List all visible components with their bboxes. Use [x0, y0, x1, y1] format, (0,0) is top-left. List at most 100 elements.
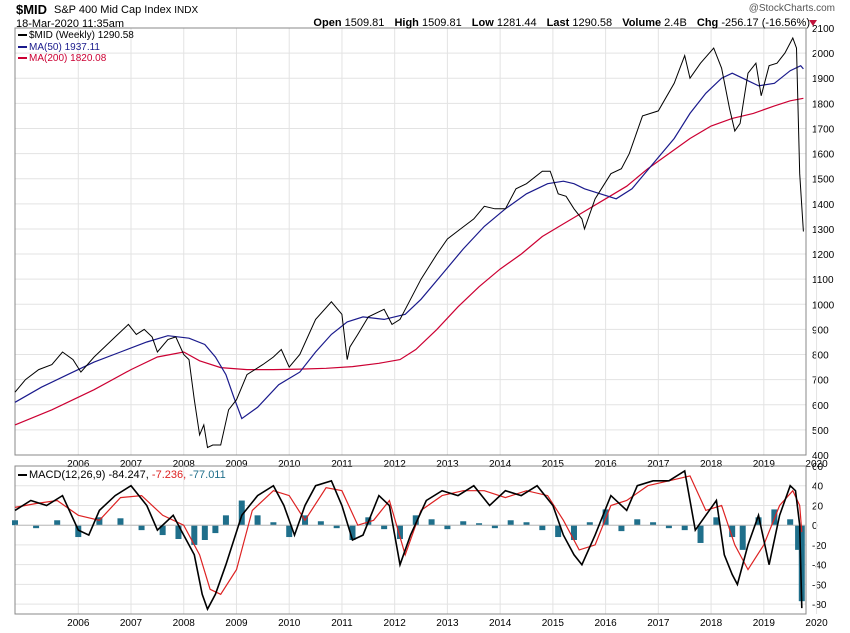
price-y-tick-label: 1200 [812, 250, 835, 261]
histogram-bar [381, 525, 388, 530]
macd-x-tick-label: 2009 [225, 618, 248, 629]
histogram-bar [729, 525, 736, 538]
histogram-bar [54, 520, 61, 526]
macd-x-tick-label: 2008 [173, 618, 196, 629]
open-label: Open [313, 17, 342, 29]
histogram-bar [317, 521, 324, 526]
price-line [14, 36, 804, 449]
price-y-tick-label: 1300 [812, 225, 835, 236]
price-x-tick-label: 2020 [805, 459, 828, 470]
macd-x-tick-label: 2020 [805, 618, 828, 629]
chg-label: Chg [696, 17, 719, 29]
legend-macd: MACD(12,26,9) -84.247, -7.236, -77.011 [18, 469, 226, 481]
price-y-tick-label: 1500 [812, 175, 835, 186]
histogram-bar [191, 525, 198, 545]
price-y-tick-label: 1600 [812, 150, 835, 161]
histogram-bar [222, 515, 229, 526]
legend-swatch-macd [18, 474, 27, 477]
macd-x-tick-label: 2018 [700, 618, 723, 629]
legend-ma50-label: MA(50) [29, 42, 62, 53]
price-x-tick-label: 2012 [384, 459, 407, 470]
price-y-tick-label: 900 [812, 325, 829, 336]
legend-macd-value: -84.247, [108, 469, 149, 481]
histogram-bar [539, 525, 546, 531]
low-value: 1281.44 [496, 17, 537, 29]
histogram-bar [798, 525, 805, 602]
histogram-bar [634, 519, 641, 526]
macd-x-tick-label: 2006 [67, 618, 90, 629]
histogram-bar [586, 522, 593, 526]
macd-y-tick-label: -20 [812, 541, 827, 552]
price-x-tick-label: 2010 [278, 459, 301, 470]
legend-ma200-value: 1820.08 [70, 53, 107, 64]
macd-frame [14, 465, 807, 615]
timestamp: 18-Mar-2020 11:35am [16, 18, 125, 30]
high-label: High [394, 17, 419, 29]
price-y-tick-label: 1100 [812, 275, 834, 286]
price-x-tick-label: 2017 [647, 459, 670, 470]
price-x-tick-label: 2019 [753, 459, 776, 470]
histogram-bar [681, 525, 688, 531]
legend-ma200-label: MA(200) [29, 53, 68, 64]
macd-y-tick-label: 0 [812, 521, 818, 532]
macd-line [14, 469, 803, 612]
histogram-bar [175, 525, 182, 540]
price-x-tick-label: 2008 [173, 459, 196, 470]
price-x-tick-label: 2018 [700, 459, 723, 470]
chg-value: -256.17 (-16.56%) [721, 17, 810, 29]
histogram-bar [665, 525, 672, 529]
macd-y-tick-label: -40 [812, 561, 827, 572]
histogram-bar [507, 520, 514, 526]
histogram-bar [713, 517, 720, 526]
price-x-tick-label: 2006 [67, 459, 90, 470]
histogram-bar [412, 515, 419, 526]
macd-y-tick-label: -80 [812, 600, 827, 611]
histogram-bar [491, 525, 498, 529]
price-x-tick-label: 2016 [594, 459, 617, 470]
index-name-text: S&P 400 Mid Cap Index [54, 4, 172, 16]
macd-x-tick-label: 2014 [489, 618, 512, 629]
macd-y-tick-label: 60 [812, 462, 824, 473]
macd-x-tick-label: 2010 [278, 618, 301, 629]
volume-label: Volume [622, 17, 662, 29]
histogram-bar [238, 500, 245, 526]
legend-swatch-ma50 [18, 46, 27, 49]
histogram-bar [333, 525, 340, 529]
price-y-tick-label: 600 [812, 401, 829, 412]
histogram-bar [523, 522, 530, 526]
histogram-bar [428, 519, 435, 526]
histogram-bar [12, 520, 18, 526]
price-y-tick-label: 1400 [812, 200, 835, 211]
price-y-tick-label: 1000 [812, 300, 835, 311]
brand-logo: @StockCharts.com [748, 3, 835, 14]
legend-hist-value: -77.011 [189, 469, 226, 481]
price-x-tick-label: 2013 [436, 459, 459, 470]
price-panel: 400 500 600 700 800 900 1000 1100 1200 1300 1400 15… [14, 24, 835, 470]
price-x-tick-label: 2014 [489, 459, 512, 470]
histogram-bar [795, 525, 802, 550]
histogram-bar [349, 525, 356, 540]
histogram-bar [138, 525, 145, 531]
legend-macd-label: MACD(12,26,9) [29, 469, 106, 481]
price-y-tick-label: 2000 [812, 49, 835, 60]
macd-x-tick-label: 2013 [436, 618, 459, 629]
price-y-tick-label: 700 [812, 376, 829, 387]
macd-x-tick-label: 2011 [331, 618, 353, 629]
price-x-tick-label: 2015 [542, 459, 565, 470]
price-y-tick-label: 800 [812, 351, 829, 362]
macd-x-tick-label: 2012 [384, 618, 407, 629]
symbol-title: $MID [16, 2, 48, 17]
quote-bar: Open 1509.81 High 1509.81 Low 1281.44 La… [313, 17, 810, 29]
signal-line [14, 475, 803, 596]
histogram-bar [460, 521, 467, 526]
last-value: 1290.58 [572, 17, 613, 29]
histogram-bar [270, 522, 277, 526]
legend-price: $MID (Weekly) 1290.58 [18, 30, 134, 41]
price-y-tick-label: 1700 [812, 124, 835, 135]
histogram-bar [286, 525, 293, 538]
price-y-tick-label: 500 [812, 426, 829, 437]
macd-panel: -80 -60 -40 -20 0 20 40 60 2006 2007 2008 2009 2010 2… [12, 462, 828, 629]
ma200-line [14, 97, 804, 426]
price-frame [14, 27, 807, 456]
